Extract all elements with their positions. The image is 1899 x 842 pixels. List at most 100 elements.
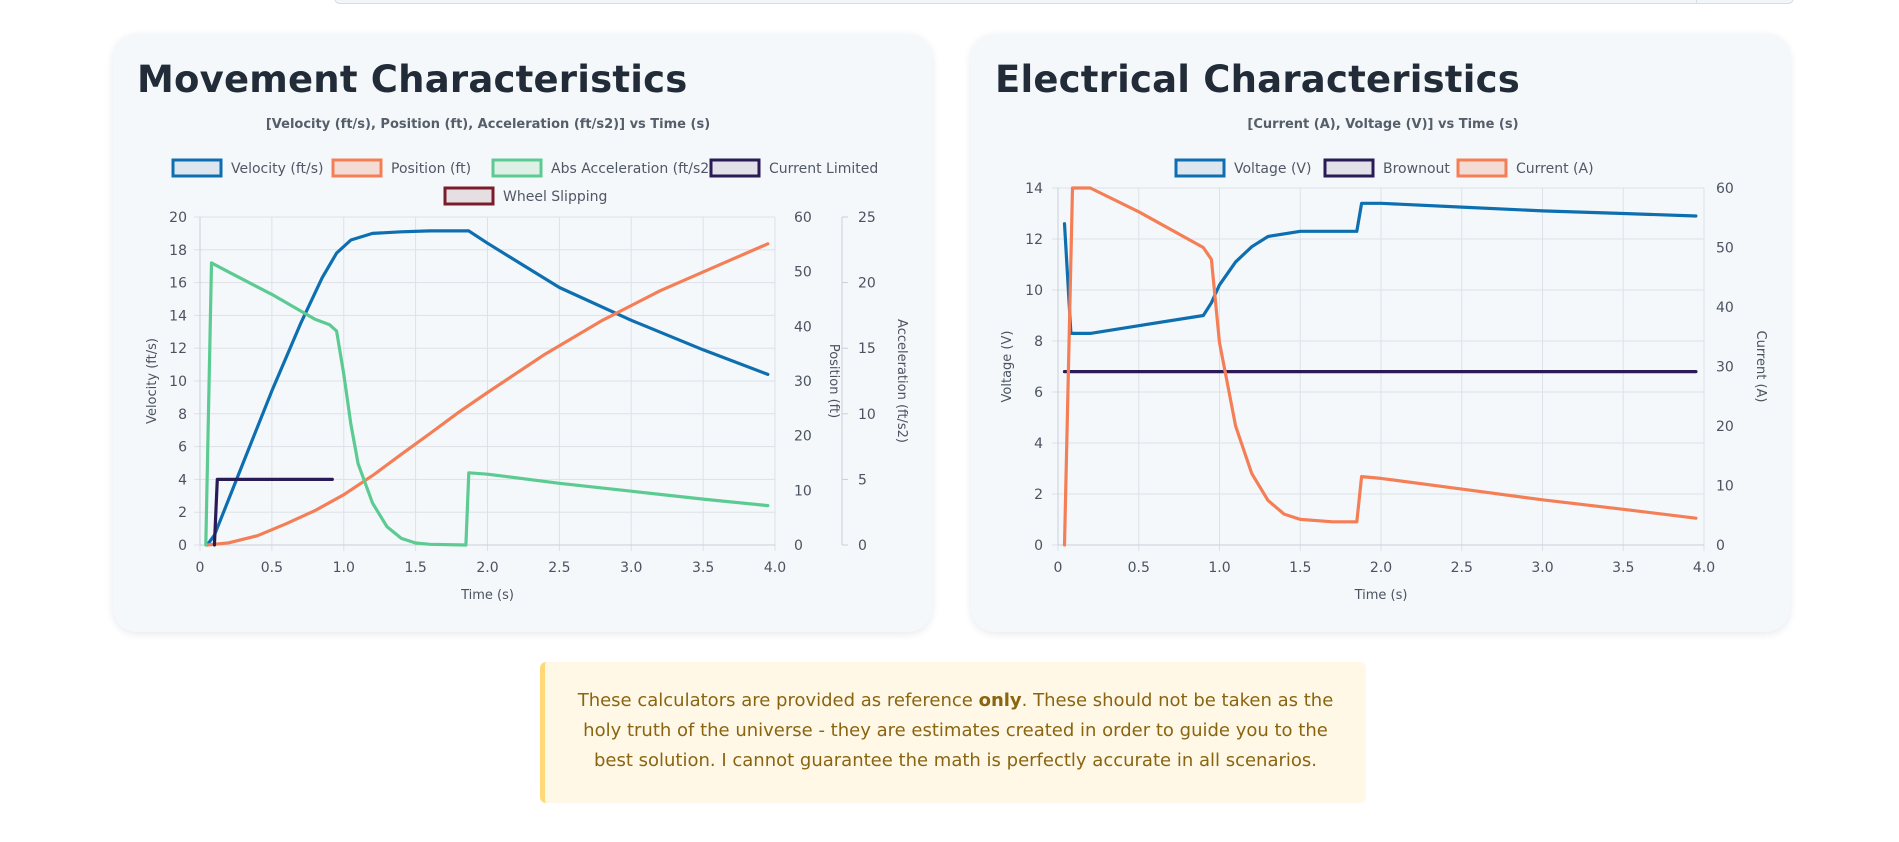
y-axis-title: Voltage (V) xyxy=(1000,331,1015,403)
y-tick-label: 6 xyxy=(1034,385,1043,401)
y-tick-label: 10 xyxy=(1716,479,1734,495)
x-axis-ticks: 0 0.5 1.0 1.5 2.0 2.5 3.0 3.5 4.0 xyxy=(196,560,787,576)
y-axis-current: 0 10 20 30 40 50 60 Current (A) xyxy=(1716,181,1768,554)
legend-label: Voltage (V) xyxy=(1234,161,1311,177)
y-axis-title: Acceleration (ft/s2) xyxy=(894,319,909,443)
y-axis-title: Velocity (ft/s) xyxy=(145,338,160,424)
y-tick-label: 10 xyxy=(1025,283,1043,299)
y-tick-label: 15 xyxy=(858,341,876,357)
legend-label: Position (ft) xyxy=(391,161,471,177)
series-line-current-limited xyxy=(212,477,334,547)
y-tick-label: 12 xyxy=(169,341,187,357)
disclaimer-text-1: These calculators are provided as refere… xyxy=(577,690,979,711)
legend-label: Current Limited xyxy=(769,161,878,177)
chart-subtitle: [Velocity (ft/s), Position (ft), Acceler… xyxy=(266,117,710,132)
legend-swatch xyxy=(443,186,495,206)
x-tick-label: 1.5 xyxy=(1289,560,1311,576)
y-tick-label: 10 xyxy=(858,407,876,423)
y-tick-label: 25 xyxy=(858,210,876,226)
y-tick-label: 10 xyxy=(169,374,187,390)
x-tick-label: 0.5 xyxy=(1128,560,1150,576)
legend-label: Brownout xyxy=(1383,161,1450,177)
series-line-velocity-ft-s xyxy=(205,229,770,547)
y-tick-label: 20 xyxy=(794,429,812,445)
grid xyxy=(1052,187,1705,551)
chart-subtitle: [Current (A), Voltage (V)] vs Time (s) xyxy=(1247,117,1518,132)
y-tick-label: 20 xyxy=(1716,419,1734,435)
y-tick-label: 6 xyxy=(178,440,187,456)
y-tick-label: 8 xyxy=(1034,334,1043,350)
x-tick-label: 3.0 xyxy=(620,560,642,576)
y-tick-label: 5 xyxy=(858,472,867,488)
y-tick-label: 18 xyxy=(169,243,187,259)
y-tick-label: 0 xyxy=(1034,538,1043,554)
series-line-abs-acceleration-ft-s2 xyxy=(204,261,770,547)
movement-chart: [Velocity (ft/s), Position (ft), Acceler… xyxy=(145,117,909,603)
y-tick-label: 4 xyxy=(1034,436,1043,452)
legend-item: Voltage (V) xyxy=(1174,158,1311,178)
electrical-card: Electrical Characteristics [Current (A),… xyxy=(971,34,1790,632)
series-line-voltage-v xyxy=(1062,201,1698,335)
x-tick-label: 3.0 xyxy=(1531,560,1553,576)
x-tick-label: 2.5 xyxy=(548,560,570,576)
x-tick-label: 0 xyxy=(1054,560,1063,576)
x-tick-label: 3.5 xyxy=(692,560,714,576)
movement-card: Movement Characteristics [Velocity (ft/s… xyxy=(113,34,932,632)
disclaimer-text-2: . These should not be taken as the holy … xyxy=(583,690,1334,771)
y-tick-label: 0 xyxy=(1716,538,1725,554)
legend-swatch xyxy=(1174,158,1226,178)
x-tick-label: 0 xyxy=(196,560,205,576)
y-tick-label: 0 xyxy=(858,538,867,554)
legend-label: Velocity (ft/s) xyxy=(231,161,323,177)
y-tick-label: 40 xyxy=(1716,300,1734,316)
y-tick-label: 40 xyxy=(794,319,812,335)
y-axis-title: Current (A) xyxy=(1753,331,1768,403)
x-tick-label: 1.5 xyxy=(404,560,426,576)
legend-swatch xyxy=(1456,158,1508,178)
grid xyxy=(194,216,776,551)
legend-swatch xyxy=(1323,158,1375,178)
y-tick-label: 14 xyxy=(169,308,187,324)
y-axis-position: 0 10 20 30 40 50 60 Position (ft) xyxy=(794,210,841,554)
legend-label: Abs Acceleration (ft/s2) xyxy=(551,161,715,177)
x-tick-label: 2.0 xyxy=(476,560,498,576)
legend-item: Velocity (ft/s) xyxy=(171,158,323,178)
series-lines xyxy=(1062,186,1698,547)
legend-item: Current Limited xyxy=(709,158,878,178)
electrical-title: Electrical Characteristics xyxy=(995,58,1520,101)
disclaimer-notice: These calculators are provided as refere… xyxy=(540,662,1366,803)
y-tick-label: 30 xyxy=(794,374,812,390)
legend-item: Position (ft) xyxy=(331,158,471,178)
legend: Voltage (V) Brownout Current (A) xyxy=(1174,158,1594,178)
y-axis-velocity: 0 2 4 6 8 10 12 14 16 18 20 Velocity (ft/s) xyxy=(145,210,187,554)
x-tick-label: 2.0 xyxy=(1370,560,1392,576)
y-tick-label: 10 xyxy=(794,483,812,499)
y-tick-label: 16 xyxy=(169,276,187,292)
x-axis-title: Time (s) xyxy=(460,588,514,603)
y-tick-label: 12 xyxy=(1025,232,1043,248)
y-tick-label: 60 xyxy=(1716,181,1734,197)
y-tick-label: 20 xyxy=(858,276,876,292)
x-tick-label: 4.0 xyxy=(1693,560,1715,576)
y-tick-label: 0 xyxy=(794,538,803,554)
y-tick-label: 2 xyxy=(1034,487,1043,503)
x-tick-label: 1.0 xyxy=(1208,560,1230,576)
y-tick-label: 4 xyxy=(178,472,187,488)
series-line-position-ft xyxy=(205,242,770,547)
legend-item: Brownout xyxy=(1323,158,1450,178)
y-tick-label: 30 xyxy=(1716,360,1734,376)
disclaimer-emphasis: only xyxy=(978,690,1022,711)
y-axis-title: Position (ft) xyxy=(826,344,841,418)
x-axis-ticks: 0 0.5 1.0 1.5 2.0 2.5 3.0 3.5 4.0 xyxy=(1054,560,1716,576)
y-tick-label: 60 xyxy=(794,210,812,226)
y-axis-voltage: 0 2 4 6 8 10 12 14 Voltage (V) xyxy=(1000,181,1043,554)
legend-label: Wheel Slipping xyxy=(503,189,607,205)
y-tick-label: 20 xyxy=(169,210,187,226)
legend: Velocity (ft/s) Position (ft) Abs Accelera… xyxy=(171,158,878,206)
y-axis-acceleration: 0 5 10 15 20 25 Acceleration (ft/s2) xyxy=(841,210,909,554)
x-tick-label: 4.0 xyxy=(764,560,786,576)
x-tick-label: 2.5 xyxy=(1451,560,1473,576)
series-lines xyxy=(204,229,770,547)
legend-swatch xyxy=(709,158,761,178)
series-line-current-a xyxy=(1062,186,1698,547)
